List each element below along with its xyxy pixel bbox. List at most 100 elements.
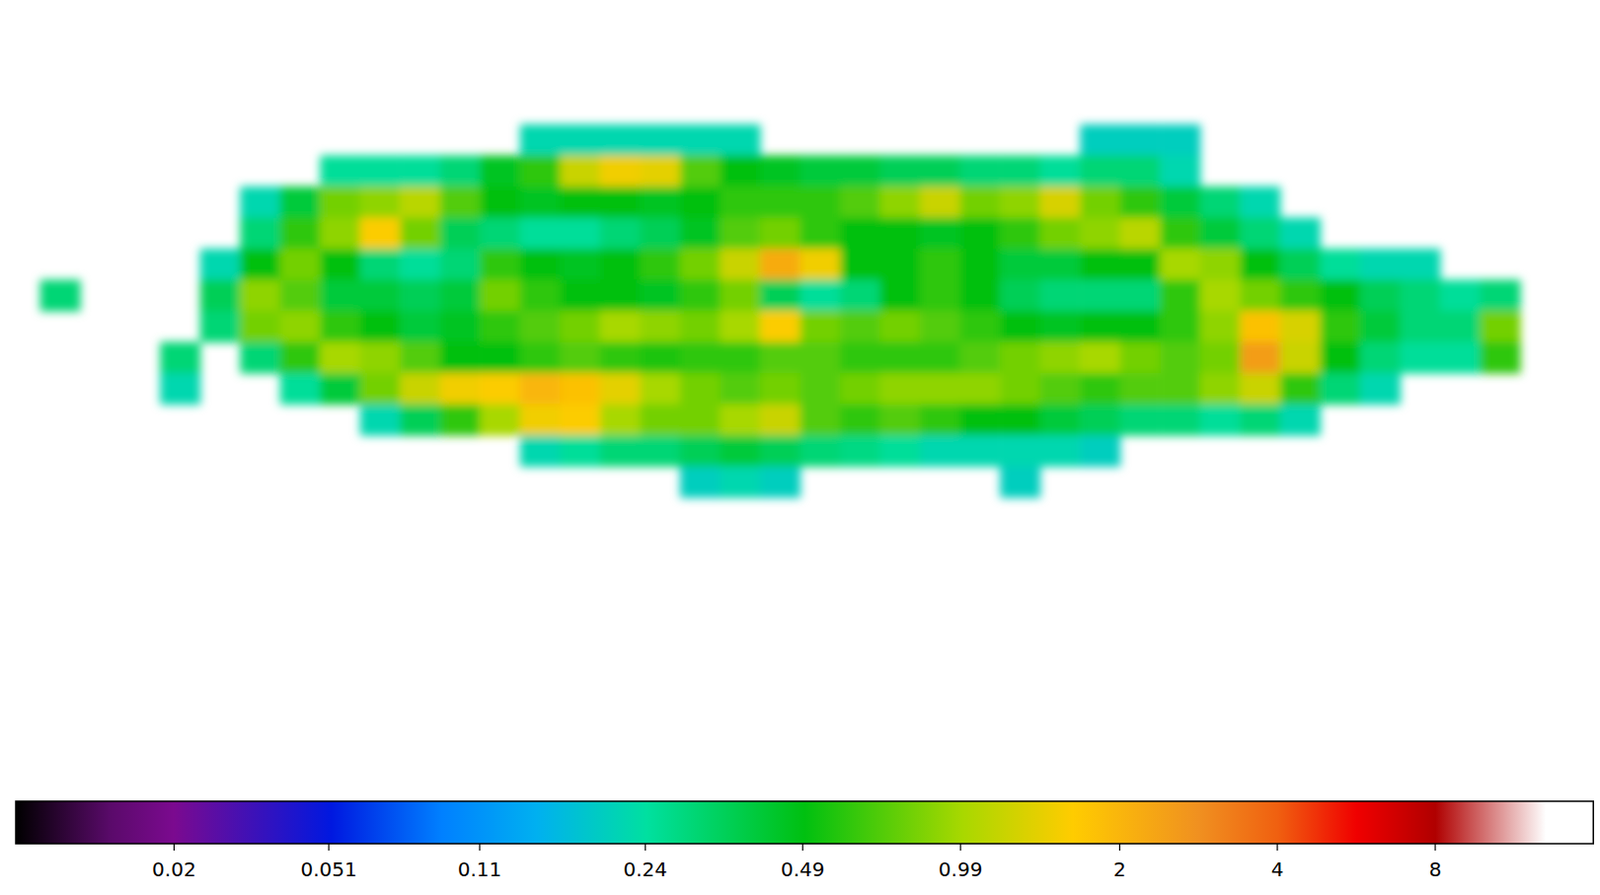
heatmap-cell — [680, 186, 721, 219]
heatmap-cell — [760, 310, 801, 343]
heatmap-cell — [639, 404, 681, 437]
heatmap-cell — [1280, 280, 1321, 312]
heatmap-cell — [1040, 155, 1081, 188]
heatmap-cell — [319, 218, 361, 250]
heatmap-cell — [319, 280, 361, 312]
heatmap-cell — [600, 186, 641, 219]
heatmap-cell — [1040, 310, 1081, 343]
heatmap-cell — [1280, 310, 1321, 343]
heatmap-cell — [280, 310, 321, 343]
heatmap-cell — [639, 186, 681, 219]
heatmap-cell — [600, 404, 641, 437]
heatmap-cell — [639, 124, 681, 156]
heatmap-cell — [360, 404, 401, 437]
heatmap-cell — [1079, 248, 1121, 281]
heatmap-cell — [1479, 310, 1521, 343]
heatmap-cell — [200, 310, 241, 343]
colorbar-tick — [960, 843, 962, 851]
heatmap-cell — [999, 310, 1041, 343]
heatmap-cell — [680, 466, 721, 499]
heatmap-cell — [239, 248, 281, 281]
heatmap-cell — [239, 342, 281, 375]
heatmap-cell — [200, 248, 241, 281]
heatmap-cell — [680, 404, 721, 437]
heatmap-cell — [1079, 155, 1121, 188]
heatmap-cell — [719, 218, 761, 250]
heatmap-cell — [1079, 435, 1121, 467]
heatmap-cell — [760, 466, 801, 499]
heatmap-cell — [1200, 373, 1241, 405]
heatmap-cell — [520, 218, 561, 250]
heatmap-cell — [1239, 373, 1281, 405]
heatmap-cell — [600, 155, 641, 188]
heatmap-cell — [1319, 248, 1361, 281]
heatmap-cell — [399, 373, 441, 405]
heatmap-cell — [440, 342, 481, 375]
heatmap-cell — [600, 124, 641, 156]
heatmap-cell — [1280, 404, 1321, 437]
heatmap-cell — [680, 373, 721, 405]
heatmap-cell — [839, 186, 881, 219]
heatmap-cell — [680, 124, 721, 156]
heatmap-cell — [960, 435, 1001, 467]
heatmap-cell — [239, 218, 281, 250]
heatmap-cell — [999, 373, 1041, 405]
heatmap-cell — [1079, 310, 1121, 343]
heatmap-cell — [1079, 124, 1121, 156]
heatmap-cell — [1120, 280, 1161, 312]
heatmap-cell — [960, 342, 1001, 375]
heatmap-cell — [1319, 342, 1361, 375]
heatmap-cell — [800, 248, 841, 281]
heatmap-cell — [520, 310, 561, 343]
heatmap-cell — [440, 373, 481, 405]
heatmap-cell — [639, 280, 681, 312]
heatmap-cell — [960, 280, 1001, 312]
heatmap-cell — [999, 155, 1041, 188]
heatmap-cell — [440, 248, 481, 281]
heatmap-cell — [1120, 124, 1161, 156]
heatmap-cell — [1040, 404, 1081, 437]
heatmap-cell — [1360, 310, 1401, 343]
heatmap-cell — [1159, 310, 1201, 343]
heatmap-cell — [479, 310, 521, 343]
colorbar-tick-label: 0.11 — [457, 857, 503, 882]
heatmap-cell — [440, 218, 481, 250]
heatmap-cell — [360, 186, 401, 219]
colorbar-tick — [802, 843, 804, 851]
heatmap-cell — [960, 310, 1001, 343]
heatmap-cell — [1239, 404, 1281, 437]
heatmap-cell — [919, 280, 961, 312]
heatmap-cell — [1360, 248, 1401, 281]
heatmap-cell — [1280, 218, 1321, 250]
heatmap-cell — [1159, 186, 1201, 219]
heatmap-cell — [639, 155, 681, 188]
heatmap-cell — [520, 404, 561, 437]
heatmap-cell — [1120, 155, 1161, 188]
heatmap-cell — [880, 404, 921, 437]
colorbar-tick-label: 0.051 — [300, 857, 357, 882]
heatmap-cell — [919, 373, 961, 405]
heatmap-cell — [800, 435, 841, 467]
heatmap-cell — [559, 218, 601, 250]
heatmap-cell — [800, 218, 841, 250]
heatmap-cell — [719, 466, 761, 499]
heatmap-cell — [999, 404, 1041, 437]
heatmap-cell — [760, 155, 801, 188]
heatmap-cell — [520, 186, 561, 219]
heatmap-cell — [360, 310, 401, 343]
heatmap-cell — [319, 186, 361, 219]
heatmap-cell — [159, 373, 201, 405]
heatmap-cell — [239, 280, 281, 312]
heatmap-cell — [559, 435, 601, 467]
colorbar-tick-label: 0.99 — [938, 857, 984, 882]
heatmap-cell — [1159, 155, 1201, 188]
heatmap-cell — [399, 218, 441, 250]
heatmap-cell — [479, 248, 521, 281]
heatmap-cell — [880, 280, 921, 312]
heatmap-cell — [520, 124, 561, 156]
heatmap-cell — [839, 280, 881, 312]
heatmap-cell — [1440, 280, 1481, 312]
heatmap-cell — [919, 186, 961, 219]
heatmap-cell — [760, 186, 801, 219]
heatmap-cell — [1360, 373, 1401, 405]
